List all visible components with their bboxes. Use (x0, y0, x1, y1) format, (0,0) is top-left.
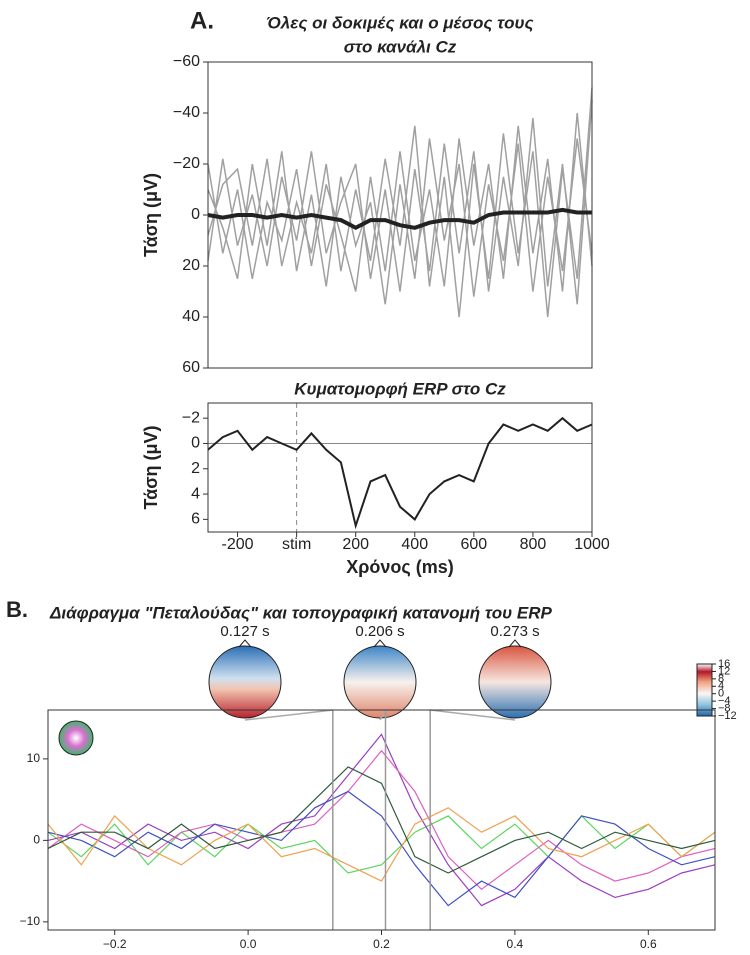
series-line (47, 749, 716, 891)
x-tick-label: 800 (520, 536, 547, 553)
colorbar-tick-label: 4 (718, 680, 724, 692)
panel-label: B. (6, 597, 28, 622)
colorbar-tick-label: 12 (718, 665, 730, 677)
colorbar (696, 663, 713, 717)
x-tick-label: 1000 (574, 536, 610, 553)
panel-label: A. (190, 7, 214, 34)
y-tick-label: 6 (191, 511, 200, 528)
colorbar-tick-label: −12 (718, 710, 737, 722)
series-line (207, 87, 593, 318)
y-tick-label: 20 (182, 257, 200, 274)
topomap-time: 0.206 s (355, 623, 404, 640)
y-tick-label: 10 (27, 751, 41, 765)
y-axis-label: Τάση (μV) (141, 425, 161, 509)
y-tick-label: 0 (191, 435, 200, 452)
series-line (47, 790, 716, 907)
chart-title: Όλες οι δοκιμές και ο μέσος τους (266, 13, 533, 32)
plot-frame (207, 402, 593, 533)
colorbar-tick-label: 16 (718, 658, 730, 670)
y-tick-label: 60 (182, 359, 200, 376)
nose (238, 639, 522, 648)
topomap (478, 645, 552, 719)
x-tick-label: 0.2 (373, 937, 390, 951)
x-tick-label: 400 (401, 536, 428, 553)
y-tick-label: 0 (33, 833, 40, 847)
x-tick-label: 0.4 (507, 937, 524, 951)
y-tick-label: 2 (191, 460, 200, 477)
topomaps (208, 639, 552, 719)
colorbar-tick-label: −8 (718, 702, 731, 714)
topomap (343, 645, 417, 719)
connector (379, 709, 387, 721)
topomap (208, 645, 282, 719)
series-line (47, 766, 716, 874)
y-tick-label: 4 (191, 485, 200, 502)
series-line (207, 100, 593, 305)
plot-frame (207, 61, 593, 369)
x-tick-label: 600 (460, 536, 487, 553)
connector (430, 709, 516, 721)
x-tick-label: stim (282, 536, 311, 553)
x-axis-label: Χρόνος (ms) (346, 557, 454, 577)
chart-title: Διάφραγμα "Πεταλούδας" και τοπογραφική κ… (49, 603, 553, 622)
colorbar-tick-label: 8 (718, 673, 724, 685)
series-line (47, 807, 716, 882)
y-tick-label: −10 (20, 914, 41, 928)
y-tick-label: −20 (173, 155, 200, 172)
connector (244, 709, 333, 721)
plot-frame (47, 709, 716, 931)
series-line (207, 207, 592, 231)
sensor-legend (58, 720, 94, 756)
x-tick-label: -200 (222, 536, 254, 553)
x-tick-label: 0.6 (640, 937, 657, 951)
topomap-time: 0.273 s (490, 623, 539, 640)
y-axis-label: Τάση (μV) (141, 173, 161, 257)
series-line (47, 733, 716, 907)
y-tick-label: 0 (191, 206, 200, 223)
chart-title: Κυματομορφή ERP στο Cz (294, 379, 506, 398)
colorbar-tick-label: −4 (718, 695, 731, 707)
colorbar-tick-label: 0 (718, 688, 724, 700)
series-line (207, 416, 593, 530)
y-tick-label: −2 (182, 409, 200, 426)
x-tick-label: −0.2 (103, 937, 127, 951)
series-line (207, 138, 593, 305)
x-tick-label: 200 (342, 536, 369, 553)
y-tick-label: 40 (182, 308, 200, 325)
y-tick-label: −60 (173, 53, 200, 70)
y-tick-label: −40 (173, 104, 200, 121)
chart-title: στο κανάλι Cz (344, 37, 457, 56)
x-tick-label: 0.0 (240, 937, 257, 951)
topomap-time: 0.127 s (220, 623, 269, 640)
